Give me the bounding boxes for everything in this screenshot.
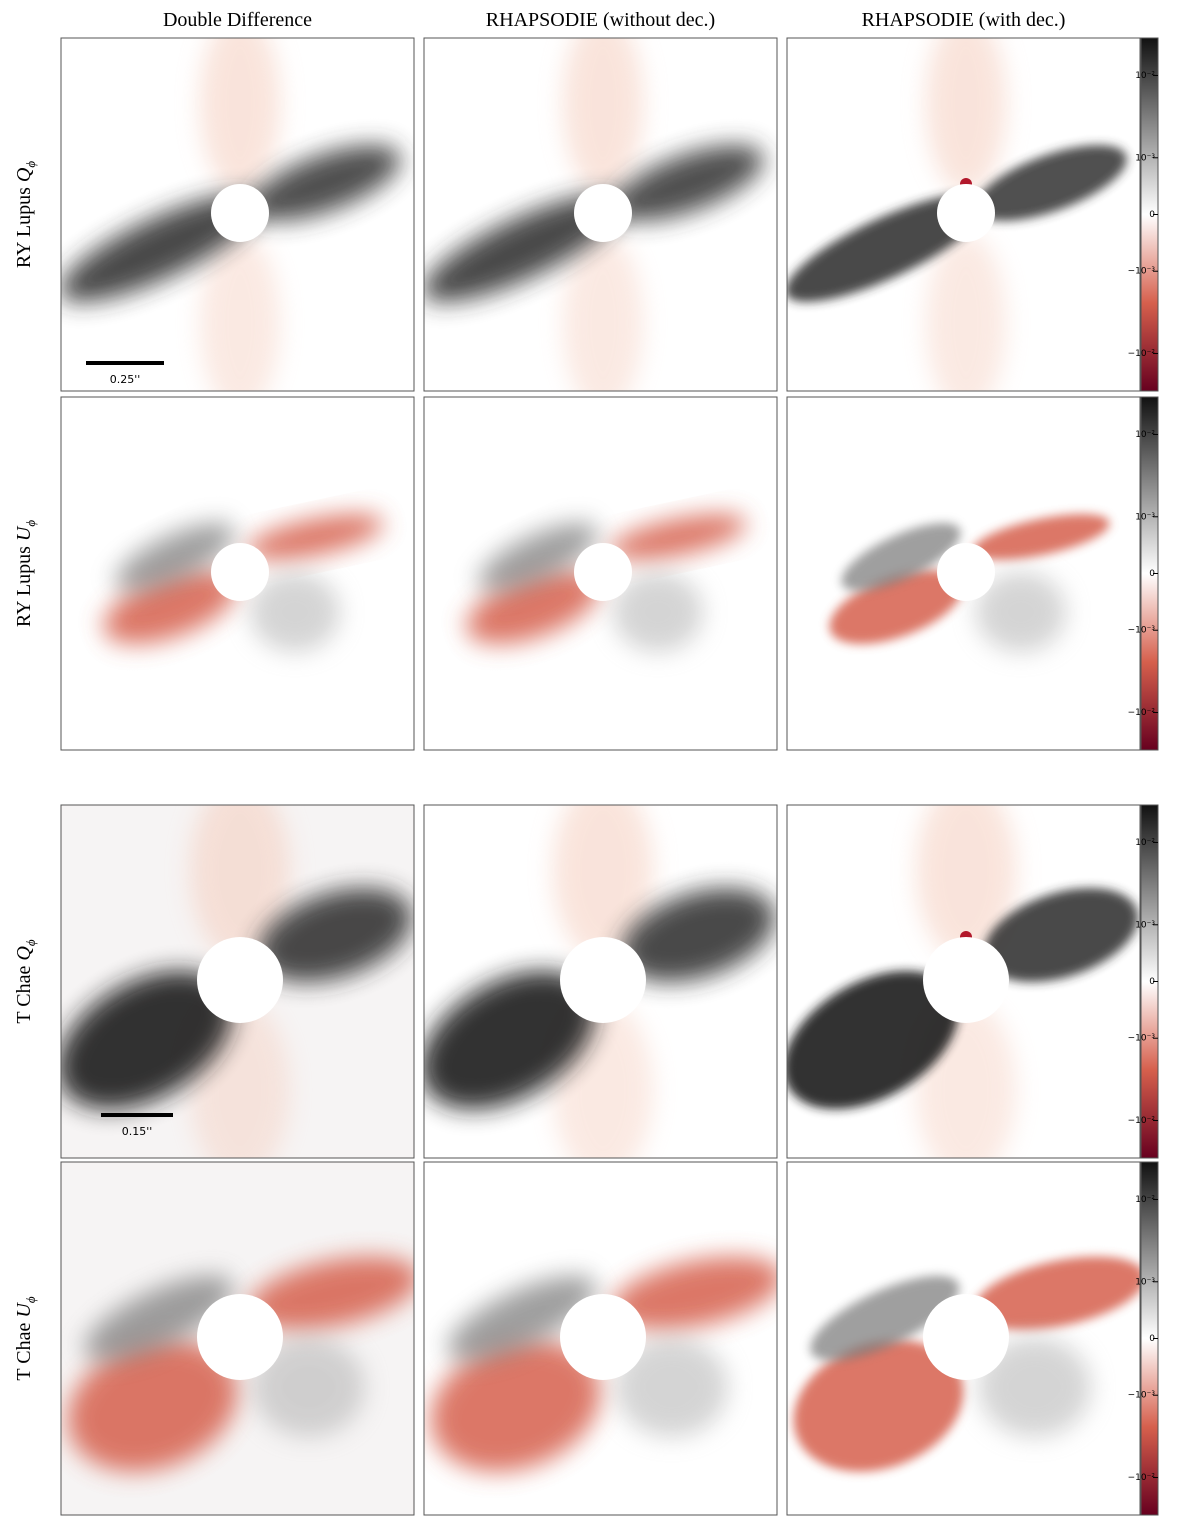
image-panel [787,38,1140,391]
image-panel [61,1162,414,1515]
colorbar-tick-label: 0 [1149,1334,1155,1344]
colorbar-tick-label: 10⁻² [1135,71,1155,81]
row-name: T Chae [13,1322,35,1380]
row-subscript: ϕ [23,520,38,527]
colorbar-tick-label: 0 [1149,569,1155,579]
scale-bar-label: 0.15'' [122,1125,153,1138]
panel-frame [60,804,415,1159]
panel-frame [786,804,1141,1159]
panel-frame [786,396,1141,751]
colorbar-tick-label: 10⁻³ [1135,1277,1155,1287]
panel-frame [423,396,778,751]
column-title: Double Difference [163,9,312,31]
column-title: RHAPSODIE (without dec.) [486,9,715,31]
row-label-text: T Chae Qϕ [13,939,38,1023]
row-name: RY Lupus [13,187,35,268]
panel-frame [60,1161,415,1516]
column-title: RHAPSODIE (with dec.) [862,9,1066,31]
row-name: T Chae [13,965,35,1023]
image-panel [424,38,777,391]
panel-frame [423,804,778,1159]
colorbar-tick-label: 0 [1149,977,1155,987]
image-panel [787,397,1140,750]
colorbar-tick-label: 10⁻³ [1135,153,1155,163]
image-panel [787,1162,1140,1515]
colorbar-tick-label: −10⁻³ [1128,267,1156,277]
row-subscript: ϕ [23,1296,38,1303]
panel-frame [786,37,1141,392]
colorbar-tick-label: −10⁻² [1128,1116,1156,1126]
panel-frame [60,396,415,751]
scale-bar-label: 0.25'' [110,373,141,386]
row-label: RY Lupus Qϕ [13,161,38,268]
colorbar-tick-label: 10⁻² [1135,838,1155,848]
panel-frame [786,1161,1141,1516]
row-subscript: ϕ [23,939,38,946]
row-subscript: ϕ [23,161,38,168]
row-label-text: T Chae Uϕ [13,1296,38,1380]
row-label: T Chae Uϕ [13,1296,38,1380]
image-panel [424,1162,777,1515]
image-panel [424,397,777,750]
row-label: RY Lupus Uϕ [13,520,38,627]
row-symbol: U [13,1302,35,1318]
colorbar-tick-label: −10⁻³ [1128,626,1156,636]
row-label-text: RY Lupus Uϕ [13,520,38,627]
colorbar-tick-label: −10⁻² [1128,349,1156,359]
colorbar-tick-label: −10⁻³ [1128,1034,1156,1044]
colorbar-tick-label: 10⁻³ [1135,920,1155,930]
image-panel [787,805,1140,1158]
panel-frame [423,37,778,392]
colorbar-tick-label: 10⁻³ [1135,512,1155,522]
colorbar-tick-label: 10⁻² [1135,430,1155,440]
panel-frame [423,1161,778,1516]
row-label: T Chae Qϕ [13,939,38,1023]
row-symbol: Q [13,946,35,961]
colorbar-tick-label: −10⁻² [1128,708,1156,718]
panel-frame [60,37,415,392]
colorbar-tick-label: −10⁻² [1128,1473,1156,1483]
colorbar-tick-label: 0 [1149,210,1155,220]
row-symbol: Q [13,167,35,182]
image-panel [424,805,777,1158]
image-panel [61,397,414,750]
image-panel [61,805,414,1158]
colorbar-tick-label: −10⁻³ [1128,1391,1156,1401]
row-symbol: U [13,525,35,541]
row-label-text: RY Lupus Qϕ [13,161,38,268]
colorbar-tick-label: 10⁻² [1135,1195,1155,1205]
row-name: RY Lupus [13,546,35,627]
image-panel [61,38,414,391]
